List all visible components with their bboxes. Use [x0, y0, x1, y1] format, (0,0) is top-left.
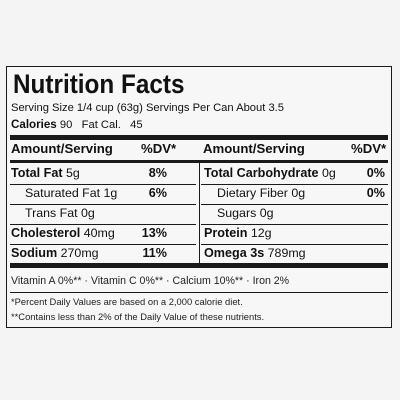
column-divider: [199, 163, 201, 263]
row-rule: [201, 224, 388, 225]
nutrient-dv: 13%: [141, 226, 167, 240]
row-rule: [10, 224, 196, 225]
fat-calories-value: 45: [130, 119, 143, 131]
fat-calories-label: Fat Cal.: [81, 119, 121, 131]
right-nutrient-row: Omega 3s 789mg: [204, 246, 306, 260]
nutrient-amount: 5g: [66, 166, 80, 180]
row-rule: [201, 204, 388, 205]
nutrient-name: Saturated Fat: [25, 186, 101, 200]
calories-value: 90: [59, 119, 73, 131]
nutrient-name: Dietary Fiber: [217, 186, 288, 200]
left-nutrient-row: Saturated Fat 1g: [25, 186, 117, 200]
nutrient-amount: 270mg: [60, 246, 99, 260]
nutrient-name: Cholesterol: [11, 226, 81, 240]
right-nutrient-row: Total Carbohydrate 0g: [204, 166, 336, 180]
right-nutrient-row: Dietary Fiber 0g: [217, 186, 305, 200]
nutrient-amount: 0g: [81, 206, 95, 220]
bottom-thick-rule: [10, 263, 388, 268]
nutrient-dv: 11%: [142, 246, 167, 260]
thick-rule: [10, 135, 388, 140]
nutrient-name: Sodium: [11, 246, 58, 260]
header-rule: [10, 160, 388, 163]
nutrient-dv: 6%: [148, 186, 167, 200]
left-amount-header: Amount/Serving: [11, 141, 113, 156]
nutrient-amount: 0g: [259, 206, 274, 220]
left-nutrient-row: Trans Fat 0g: [25, 206, 95, 220]
nutrient-name: Total Fat: [11, 166, 63, 180]
right-nutrient-row: Sugars 0g: [217, 206, 274, 220]
right-nutrient-row: Protein 12g: [204, 226, 272, 240]
nutrient-dv: 8%: [148, 166, 167, 180]
row-rule: [10, 184, 196, 185]
footnote-less-than: **Contains less than 2% of the Daily Val…: [11, 311, 265, 322]
vitamins-line: Vitamin A 0%** · Vitamin C 0%** · Calciu…: [11, 275, 290, 287]
nutrient-name: Trans Fat: [25, 206, 78, 220]
nutrient-name: Omega 3s: [204, 246, 265, 260]
nutrient-amount: 1g: [103, 186, 118, 200]
calories-line: Calories 90 Fat Cal. 45: [11, 118, 143, 131]
right-dv-header: %DV*: [351, 141, 387, 156]
left-nutrient-row: Total Fat 5g: [11, 166, 80, 180]
right-amount-header: Amount/Serving: [203, 141, 305, 156]
vitamins-rule: [10, 292, 388, 293]
row-rule: [201, 184, 388, 185]
serving-size-line: Serving Size 1/4 cup (63g) Servings Per …: [11, 102, 285, 114]
nutrient-dv: 0%: [366, 186, 385, 200]
nutrient-name: Total Carbohydrate: [204, 166, 319, 180]
left-dv-header: %DV*: [141, 141, 177, 156]
left-nutrient-row: Sodium 270mg: [11, 246, 99, 260]
row-rule: [10, 244, 196, 245]
nutrition-facts-title: Nutrition Facts: [13, 69, 185, 99]
nutrient-amount: 40mg: [83, 226, 115, 240]
nutrient-name: Sugars: [217, 206, 257, 220]
footnote-daily-values: *Percent Daily Values are based on a 2,0…: [11, 296, 243, 307]
calories-label: Calories: [11, 118, 57, 131]
row-rule: [201, 244, 388, 245]
nutrient-amount: 12g: [250, 226, 272, 240]
nutrient-amount: 789mg: [267, 246, 306, 260]
nutrition-facts-label: Nutrition Facts Serving Size 1/4 cup (63…: [6, 66, 392, 328]
left-nutrient-row: Cholesterol 40mg: [11, 226, 115, 240]
nutrient-name: Protein: [204, 226, 248, 240]
nutrient-dv: 0%: [366, 166, 385, 180]
row-rule: [10, 204, 196, 205]
nutrient-amount: 0g: [291, 186, 306, 200]
nutrient-amount: 0g: [321, 166, 336, 180]
